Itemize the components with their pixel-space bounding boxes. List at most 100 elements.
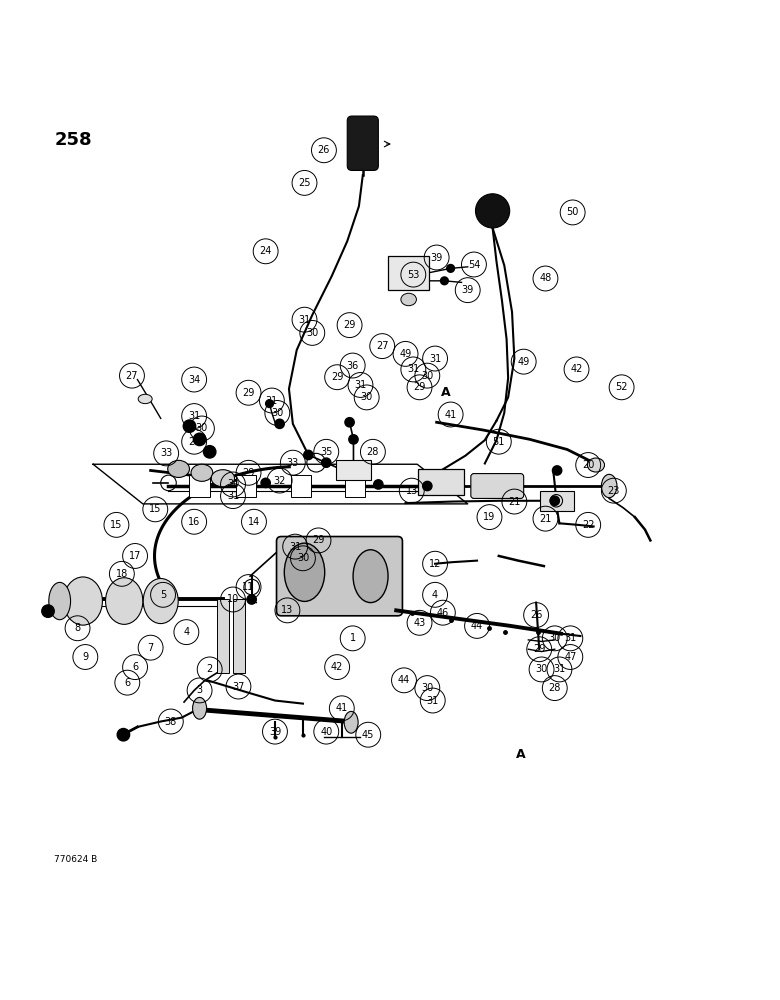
Circle shape (550, 496, 559, 505)
Circle shape (183, 420, 196, 432)
Text: 40: 40 (320, 727, 332, 737)
Text: 51: 51 (493, 437, 505, 447)
Text: 29: 29 (243, 468, 255, 478)
Text: 26: 26 (317, 145, 330, 155)
Circle shape (349, 435, 358, 444)
Text: 49: 49 (399, 349, 412, 359)
Text: 31: 31 (429, 354, 441, 364)
Ellipse shape (63, 577, 102, 625)
Text: 31: 31 (289, 542, 301, 552)
Text: 39: 39 (269, 727, 281, 737)
Text: 20: 20 (582, 460, 594, 470)
Ellipse shape (168, 460, 190, 477)
Text: 49: 49 (518, 357, 530, 367)
Text: 30: 30 (196, 423, 208, 433)
Text: 30: 30 (548, 633, 561, 643)
Text: 12: 12 (429, 559, 441, 569)
Text: 31: 31 (266, 396, 278, 406)
Text: 22: 22 (582, 520, 594, 530)
Text: 28: 28 (548, 683, 561, 693)
Text: 30: 30 (421, 371, 434, 381)
Text: 31: 31 (427, 696, 439, 706)
Text: 3: 3 (197, 685, 203, 695)
Text: 4: 4 (432, 590, 438, 600)
Text: 31: 31 (564, 633, 576, 643)
Text: 26: 26 (530, 610, 542, 620)
Text: 33: 33 (160, 448, 172, 458)
FancyBboxPatch shape (540, 491, 574, 511)
Circle shape (193, 433, 206, 446)
Text: 32: 32 (274, 476, 285, 486)
Text: 38: 38 (165, 717, 177, 727)
Text: 29: 29 (331, 372, 343, 382)
Text: 37: 37 (232, 682, 245, 692)
Circle shape (204, 446, 216, 458)
Text: 35: 35 (320, 447, 332, 457)
Text: 47: 47 (564, 652, 576, 662)
Text: 6: 6 (132, 662, 138, 672)
Ellipse shape (144, 578, 178, 624)
Ellipse shape (138, 394, 152, 404)
Text: 39: 39 (431, 253, 443, 263)
Text: 44: 44 (471, 621, 483, 631)
Circle shape (261, 478, 271, 488)
Text: 31: 31 (299, 315, 310, 325)
Circle shape (374, 480, 383, 489)
Text: 53: 53 (407, 270, 420, 280)
Ellipse shape (211, 470, 235, 487)
FancyBboxPatch shape (190, 475, 210, 497)
Text: 15: 15 (110, 520, 122, 530)
Text: 29: 29 (312, 535, 324, 545)
Circle shape (423, 481, 432, 491)
Text: 44: 44 (398, 675, 410, 685)
Circle shape (441, 277, 448, 285)
FancyBboxPatch shape (277, 537, 402, 616)
Text: 42: 42 (331, 662, 343, 672)
Text: 30: 30 (421, 683, 434, 693)
Ellipse shape (105, 578, 143, 624)
Text: 18: 18 (115, 569, 128, 579)
FancyBboxPatch shape (388, 256, 429, 290)
Ellipse shape (193, 697, 207, 719)
Text: 31: 31 (227, 491, 239, 501)
Circle shape (476, 194, 509, 228)
Text: 21: 21 (539, 514, 551, 524)
Text: 6: 6 (124, 678, 130, 688)
Text: 30: 30 (227, 479, 239, 489)
Text: 10: 10 (227, 594, 239, 604)
Text: 11: 11 (243, 582, 255, 592)
Text: A: A (516, 748, 526, 761)
Text: 9: 9 (82, 652, 88, 662)
Circle shape (117, 729, 129, 741)
Text: 1: 1 (349, 633, 356, 643)
Text: 2: 2 (207, 664, 213, 674)
Bar (218, 599, 229, 673)
Text: 33: 33 (287, 458, 299, 468)
Text: 30: 30 (535, 664, 548, 674)
Text: 23: 23 (608, 486, 620, 496)
Text: 25: 25 (298, 178, 310, 188)
FancyBboxPatch shape (418, 469, 464, 495)
Text: 258: 258 (55, 131, 92, 149)
Text: 30: 30 (307, 328, 318, 338)
Text: 29: 29 (413, 382, 426, 392)
Text: 41: 41 (445, 410, 457, 420)
Text: 27: 27 (376, 341, 388, 351)
Circle shape (266, 400, 274, 408)
Text: 43: 43 (413, 618, 426, 628)
Text: 41: 41 (335, 703, 348, 713)
Ellipse shape (284, 543, 324, 601)
FancyBboxPatch shape (347, 116, 378, 170)
Ellipse shape (344, 711, 358, 733)
Circle shape (247, 595, 257, 604)
Bar (233, 599, 245, 673)
Text: 30: 30 (297, 553, 309, 563)
FancyBboxPatch shape (345, 475, 365, 497)
Text: 4: 4 (183, 627, 190, 637)
Text: 8: 8 (75, 623, 80, 633)
Text: 29: 29 (243, 388, 255, 398)
Text: 52: 52 (615, 382, 628, 392)
Text: 28: 28 (188, 437, 200, 447)
Text: 29: 29 (343, 320, 356, 330)
Ellipse shape (601, 474, 617, 498)
